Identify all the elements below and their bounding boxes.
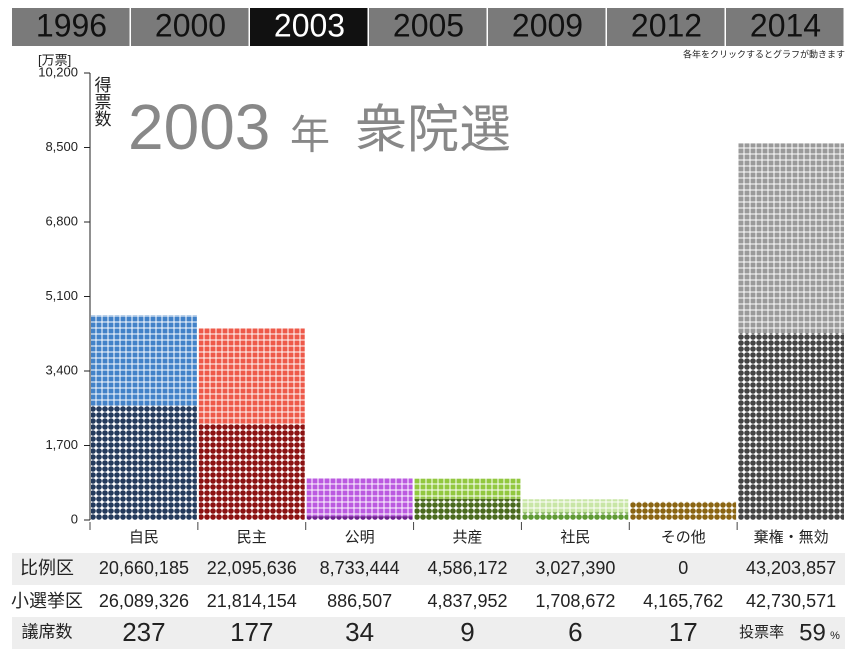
bar-segment <box>522 499 629 513</box>
tab-label[interactable]: 2003 <box>274 7 345 43</box>
seat-count: 17 <box>669 617 698 647</box>
y-label: 得票数 <box>92 76 112 127</box>
tab-label[interactable]: 2009 <box>512 7 583 43</box>
tab-label[interactable]: 2012 <box>631 7 702 43</box>
seat-count: 6 <box>568 617 582 647</box>
table-cell: 1,708,672 <box>535 591 615 611</box>
table-cell: 42,730,571 <box>746 591 836 611</box>
bar-segment <box>198 424 305 520</box>
tab[interactable] <box>726 8 844 46</box>
x-tick-label: 民主 <box>237 529 267 546</box>
table-cell: 20,660,185 <box>99 558 189 578</box>
table-cell: 4,837,952 <box>427 591 507 611</box>
table-cell: 21,814,154 <box>207 591 297 611</box>
y-tick-label: 3,400 <box>45 362 78 377</box>
y-tick-label: 1,700 <box>45 437 78 452</box>
tab[interactable] <box>488 8 606 46</box>
seat-count: 177 <box>230 617 273 647</box>
bar-segment <box>738 332 844 520</box>
bar-segment <box>91 405 197 520</box>
tab-label[interactable]: 2014 <box>750 7 821 43</box>
x-tick-label: 公明 <box>345 529 375 546</box>
y-tick-label: 8,500 <box>45 139 78 154</box>
title-name: 衆院選 <box>355 102 511 160</box>
tab-label[interactable]: 1996 <box>36 7 107 43</box>
table-cell: 0 <box>678 558 688 578</box>
table-cell: 4,165,762 <box>643 591 723 611</box>
y-tick-label: 10,200 <box>38 64 78 79</box>
bar-segment <box>198 327 305 425</box>
bar-segment <box>306 516 413 520</box>
table-cell: 3,027,390 <box>535 558 615 578</box>
row-header: 小選挙区 <box>11 591 83 611</box>
y-tick-label: 0 <box>71 511 78 526</box>
bar-segment <box>414 478 521 499</box>
tab-label[interactable]: 2005 <box>393 7 464 43</box>
x-tick-label: その他 <box>661 529 706 546</box>
table-cell: 43,203,857 <box>746 558 836 578</box>
seat-count: 34 <box>345 617 374 647</box>
x-tick-label: 棄権・無効 <box>754 528 829 546</box>
y-unit: [万票] <box>38 52 71 67</box>
tab-label[interactable]: 2000 <box>155 7 226 43</box>
bar-segment <box>738 143 844 333</box>
tab[interactable] <box>607 8 725 46</box>
table-cell: 886,507 <box>327 591 392 611</box>
title-unit: 年 <box>290 114 330 158</box>
bar-segment <box>522 512 629 520</box>
tab[interactable] <box>250 8 368 46</box>
x-tick-label: 共産 <box>452 529 482 546</box>
hint: 各年をクリックするとグラフが動きます <box>683 48 845 59</box>
bar-segment <box>414 498 521 520</box>
turnout-unit: % <box>830 630 840 642</box>
bar-segment <box>91 315 197 406</box>
table-cell: 26,089,326 <box>99 591 189 611</box>
x-tick-label: 社民 <box>560 529 590 546</box>
table-cell: 4,586,172 <box>427 558 507 578</box>
row-header: 比例区 <box>20 558 74 578</box>
seat-count: 237 <box>122 617 165 647</box>
bar-segment <box>630 501 737 520</box>
x-tick-label: 自民 <box>129 529 159 546</box>
y-tick-label: 6,800 <box>45 213 78 228</box>
tab[interactable] <box>131 8 249 46</box>
seat-count: 9 <box>460 617 474 647</box>
table-cell: 8,733,444 <box>320 558 400 578</box>
row-header: 議席数 <box>22 622 73 641</box>
row-bg <box>12 617 845 649</box>
turnout-label: 投票率 <box>739 624 784 641</box>
title-year: 2003 <box>128 91 270 163</box>
turnout-value: 59 <box>799 619 826 646</box>
row-bg <box>12 553 845 585</box>
y-tick-label: 5,100 <box>45 288 78 303</box>
tab[interactable] <box>369 8 487 46</box>
table-cell: 22,095,636 <box>207 558 297 578</box>
bar-segment <box>306 477 413 517</box>
tab[interactable] <box>12 8 130 46</box>
